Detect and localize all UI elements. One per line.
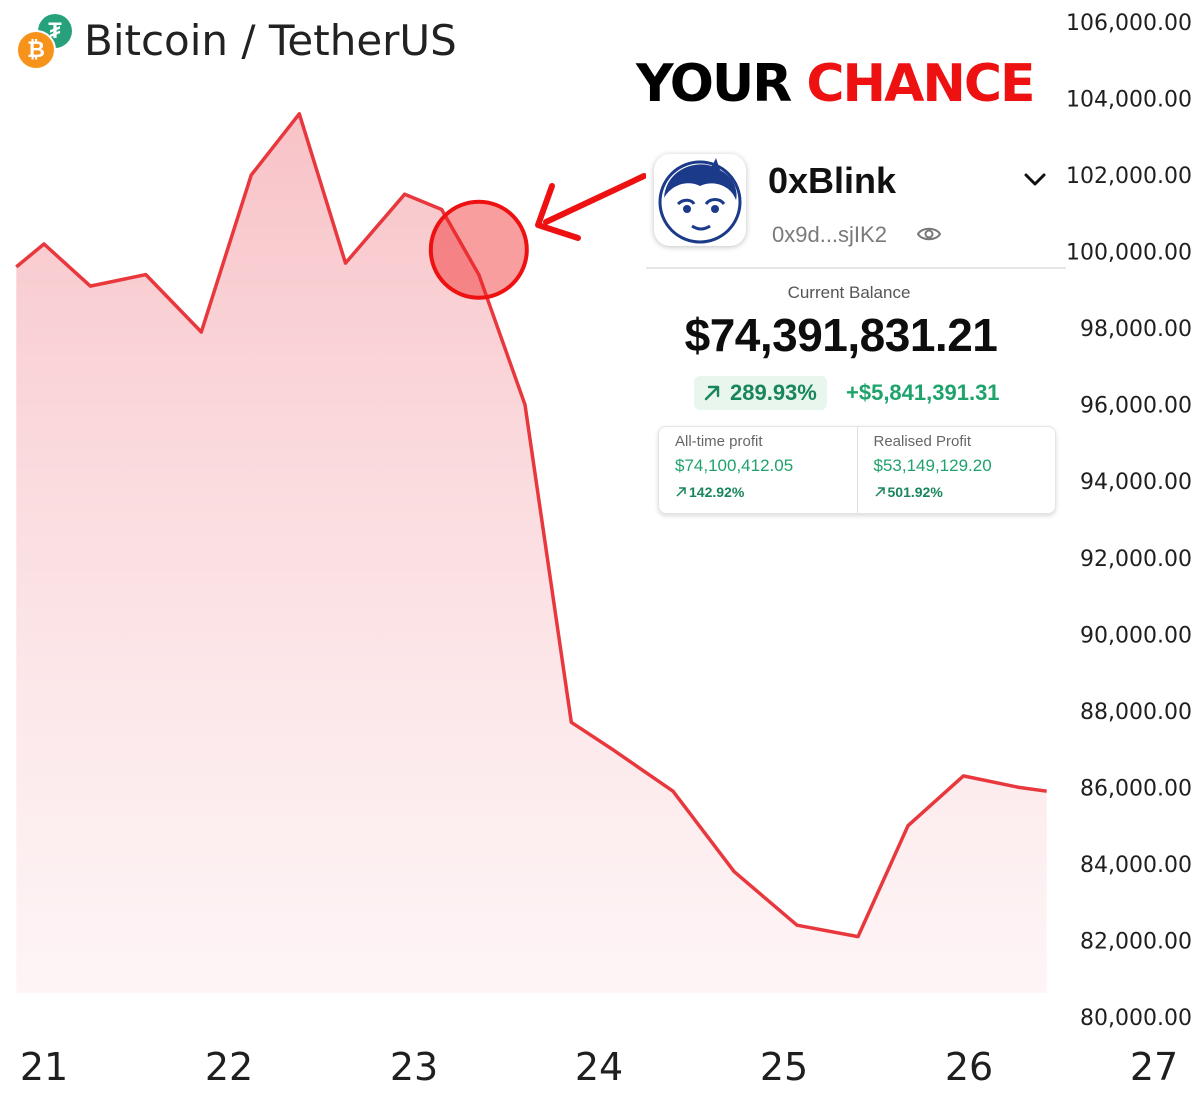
all-time-profit-value: $74,100,412.05 (675, 456, 794, 475)
change-pct-badge: 289.93% (694, 376, 827, 410)
y-tick-label: 96,000.00 (1080, 394, 1192, 419)
y-tick-label: 94,000.00 (1080, 470, 1192, 495)
headline-word-your: YOUR (636, 54, 792, 114)
wallet-panel: 0xBlink 0x9d...sjIK2 Current Balance $74… (646, 146, 1066, 526)
y-tick-label: 100,000.00 (1066, 241, 1192, 266)
current-balance: $74,391,831.21 (684, 309, 998, 361)
wallet-name: 0xBlink (768, 160, 897, 201)
x-tick-label: 23 (390, 1045, 438, 1089)
y-tick-label: 102,000.00 (1066, 164, 1192, 189)
x-tick-label: 25 (760, 1045, 808, 1089)
arrow-up-right-icon (704, 385, 720, 401)
y-tick-label: 88,000.00 (1080, 700, 1192, 725)
realised-profit-pct-row: 501.92% (874, 484, 1056, 500)
pointer-arrow (535, 173, 647, 241)
pair-title: Bitcoin / TetherUS (84, 15, 457, 65)
profit-card: All-time profit $74,100,412.05 142.92% R… (658, 426, 1056, 514)
eye-icon[interactable] (916, 224, 942, 244)
all-time-profit: All-time profit $74,100,412.05 142.92% (659, 427, 857, 513)
x-tick-label: 24 (575, 1045, 623, 1089)
headline: YOUR CHANCE (636, 54, 1036, 114)
y-tick-label: 80,000.00 (1080, 1006, 1192, 1031)
realised-profit-label: Realised Profit (873, 433, 972, 450)
all-time-profit-label: All-time profit (675, 433, 763, 450)
chevron-down-icon[interactable] (1022, 166, 1048, 192)
y-tick-label: 84,000.00 (1080, 853, 1192, 878)
all-time-profit-pct-row: 142.92% (675, 484, 857, 500)
divider (646, 267, 1066, 269)
all-time-profit-pct: 142.92% (689, 484, 745, 500)
x-tick-label: 22 (205, 1045, 253, 1089)
realised-profit: Realised Profit $53,149,129.20 501.92% (856, 427, 1056, 513)
tether-icon: ₮ (38, 14, 72, 48)
highlight-circle (428, 199, 529, 300)
x-axis-ticks: 21 22 23 24 25 26 27 (20, 1045, 1178, 1089)
wallet-address: 0x9d...sjIK2 (772, 222, 887, 247)
change-pct: 289.93% (730, 380, 817, 405)
price-line (15, 112, 1047, 939)
arrow-up-right-icon (676, 487, 686, 497)
y-axis-ticks: 106,000.00 104,000.00 102,000.00 100,000.00… (1066, 11, 1192, 1031)
y-tick-label: 92,000.00 (1080, 547, 1192, 572)
realised-profit-value: $53,149,129.20 (873, 456, 992, 475)
x-tick-label: 27 (1130, 1045, 1178, 1089)
y-tick-label: 82,000.00 (1080, 930, 1192, 955)
bitcoin-icon: ₿ (16, 30, 56, 70)
y-tick-label: 90,000.00 (1080, 623, 1192, 648)
x-tick-label: 21 (20, 1045, 68, 1089)
realised-profit-pct: 501.92% (887, 484, 943, 500)
price-area-fill (16, 113, 1047, 994)
y-tick-label: 104,000.00 (1066, 88, 1192, 113)
y-tick-label: 106,000.00 (1066, 11, 1192, 36)
pair-icons: ₮ ₿ (16, 12, 74, 70)
headline-word-chance: CHANCE (806, 54, 1035, 114)
y-tick-label: 98,000.00 (1080, 317, 1192, 342)
x-tick-label: 26 (945, 1045, 993, 1089)
pair-header: ₮ ₿ Bitcoin / TetherUS (16, 10, 457, 70)
y-tick-label: 86,000.00 (1080, 776, 1192, 801)
arrow-up-right-icon (874, 487, 885, 497)
change-abs: +$5,841,391.31 (846, 380, 1000, 405)
astro-boy-avatar-icon[interactable] (654, 154, 746, 246)
balance-label: Current Balance (787, 283, 911, 302)
